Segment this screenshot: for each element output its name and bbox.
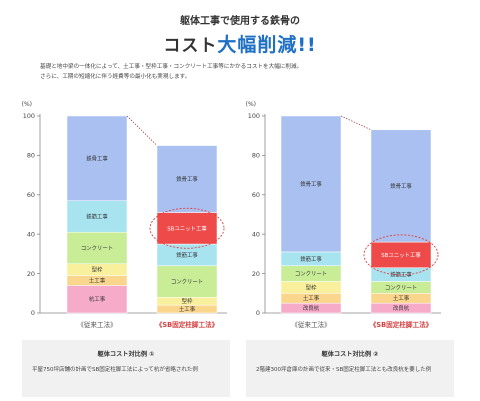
segment-label: 土工事 xyxy=(179,305,196,313)
segment-label: 土工事 xyxy=(89,276,106,284)
segment-label: コンクリート xyxy=(385,284,417,291)
segment-label: 鉄筋工事 xyxy=(86,212,108,220)
segment-label: 鉄筋工事 xyxy=(390,271,412,279)
category-label: 《従来工法》 xyxy=(77,320,117,329)
caption-title-2: 躯体コスト対比例 ② xyxy=(321,351,379,358)
y-tick-label: 0 xyxy=(31,309,35,317)
bar-segment xyxy=(156,265,218,298)
segment-label: 鉄骨工事 xyxy=(176,175,198,183)
y-tick-label: 100 xyxy=(23,112,35,120)
segment-label: 土工事 xyxy=(303,294,320,302)
top-connector xyxy=(126,115,158,146)
y-axis-label: (%) xyxy=(246,101,256,108)
y-tick-label: 40 xyxy=(252,230,260,238)
bar-segment xyxy=(66,200,128,233)
segment-label: コンクリート xyxy=(171,278,203,285)
category-label: 《従来工法》 xyxy=(291,320,331,329)
segment-label: 鉄筋工事 xyxy=(300,255,322,263)
y-tick-label: 0 xyxy=(256,309,260,317)
segment-label: 型枠 xyxy=(182,297,193,305)
segment-label: 型枠 xyxy=(92,266,103,274)
caption-text-1: 平屋750坪店舗の計画でSB固定柱脚工法によって杭が省略された例 xyxy=(32,367,198,373)
subtitle: 躯体工事で使用する鉄骨の xyxy=(180,16,300,27)
y-tick-label: 60 xyxy=(27,191,35,199)
title-main: コスト xyxy=(163,36,218,56)
bar-segment xyxy=(66,231,128,264)
description: 基礎と地中梁の一体化によって、土工事・型枠工事・コンクリート工事等にかかるコスト… xyxy=(40,62,460,82)
segment-label: SBユニット工事 xyxy=(381,251,421,259)
highlight-ellipse xyxy=(149,207,225,249)
caption-box-2: 躯体コスト対比例 ② 2階建300坪倉庫の計画で従来・SB固定柱脚工法とも改良杭… xyxy=(246,340,454,397)
category-label: 《SB固定柱脚工法》 xyxy=(156,320,219,329)
y-tick-label: 40 xyxy=(27,230,35,238)
bar-segment xyxy=(156,212,218,245)
bar-segment xyxy=(66,285,128,314)
segment-label: 改良杭 xyxy=(393,304,410,312)
category-label: 《SB固定柱脚工法》 xyxy=(370,320,433,329)
segment-label: SBユニット工事 xyxy=(167,224,207,232)
y-tick-label: 20 xyxy=(27,270,35,278)
segment-label: 鉄骨工事 xyxy=(86,154,108,162)
segment-label: コンクリート xyxy=(295,271,327,278)
y-axis-label: (%) xyxy=(22,101,32,108)
chart-1: (%)020406080100杭工事土工事型枠コンクリート鉄筋工事鉄骨工事《従来… xyxy=(22,101,227,329)
y-tick-label: 80 xyxy=(252,152,260,160)
y-tick-label: 20 xyxy=(252,270,260,278)
highlight-ellipse xyxy=(363,234,439,276)
segment-label: 土工事 xyxy=(393,294,410,302)
segment-label: 鉄骨工事 xyxy=(300,180,322,188)
segment-label: 改良杭 xyxy=(303,304,320,312)
bar-segment xyxy=(280,115,342,253)
y-tick-label: 80 xyxy=(27,152,35,160)
bar-segment xyxy=(156,145,218,213)
description-line-1: 基礎と地中梁の一体化によって、土工事・型枠工事・コンクリート工事等にかかるコスト… xyxy=(40,64,303,70)
segment-label: 杭工事 xyxy=(89,295,106,303)
title-emphasis: 大幅削減!! xyxy=(217,34,317,56)
description-line-2: さらに、工期の短縮化に伴う経費等の最小化も実現します。 xyxy=(40,74,191,80)
y-tick-label: 100 xyxy=(248,112,260,120)
y-tick-label: 60 xyxy=(252,191,260,199)
segment-label: 鉄骨工事 xyxy=(390,182,412,190)
bar-segment xyxy=(370,241,432,268)
bar-segment xyxy=(370,129,432,243)
bar-segment xyxy=(66,115,128,201)
caption-text-2: 2階建300坪倉庫の計画で従来・SB固定柱脚工法とも改良杭を要した例 xyxy=(256,367,432,373)
caption-title-1: 躯体コスト対比例 ① xyxy=(97,351,155,358)
chart-2: (%)020406080100改良杭土工事型枠コンクリート鉄筋工事鉄骨工事《従来… xyxy=(246,101,441,329)
main-title: コスト大幅削減!! xyxy=(0,30,480,57)
caption-box-1: 躯体コスト対比例 ① 平屋750坪店舗の計画でSB固定柱脚工法によって杭が省略さ… xyxy=(22,340,230,397)
segment-label: コンクリート xyxy=(81,245,113,252)
segment-label: 型枠 xyxy=(306,283,317,291)
top-connector xyxy=(340,115,372,131)
segment-label: 鉄筋工事 xyxy=(176,251,198,259)
